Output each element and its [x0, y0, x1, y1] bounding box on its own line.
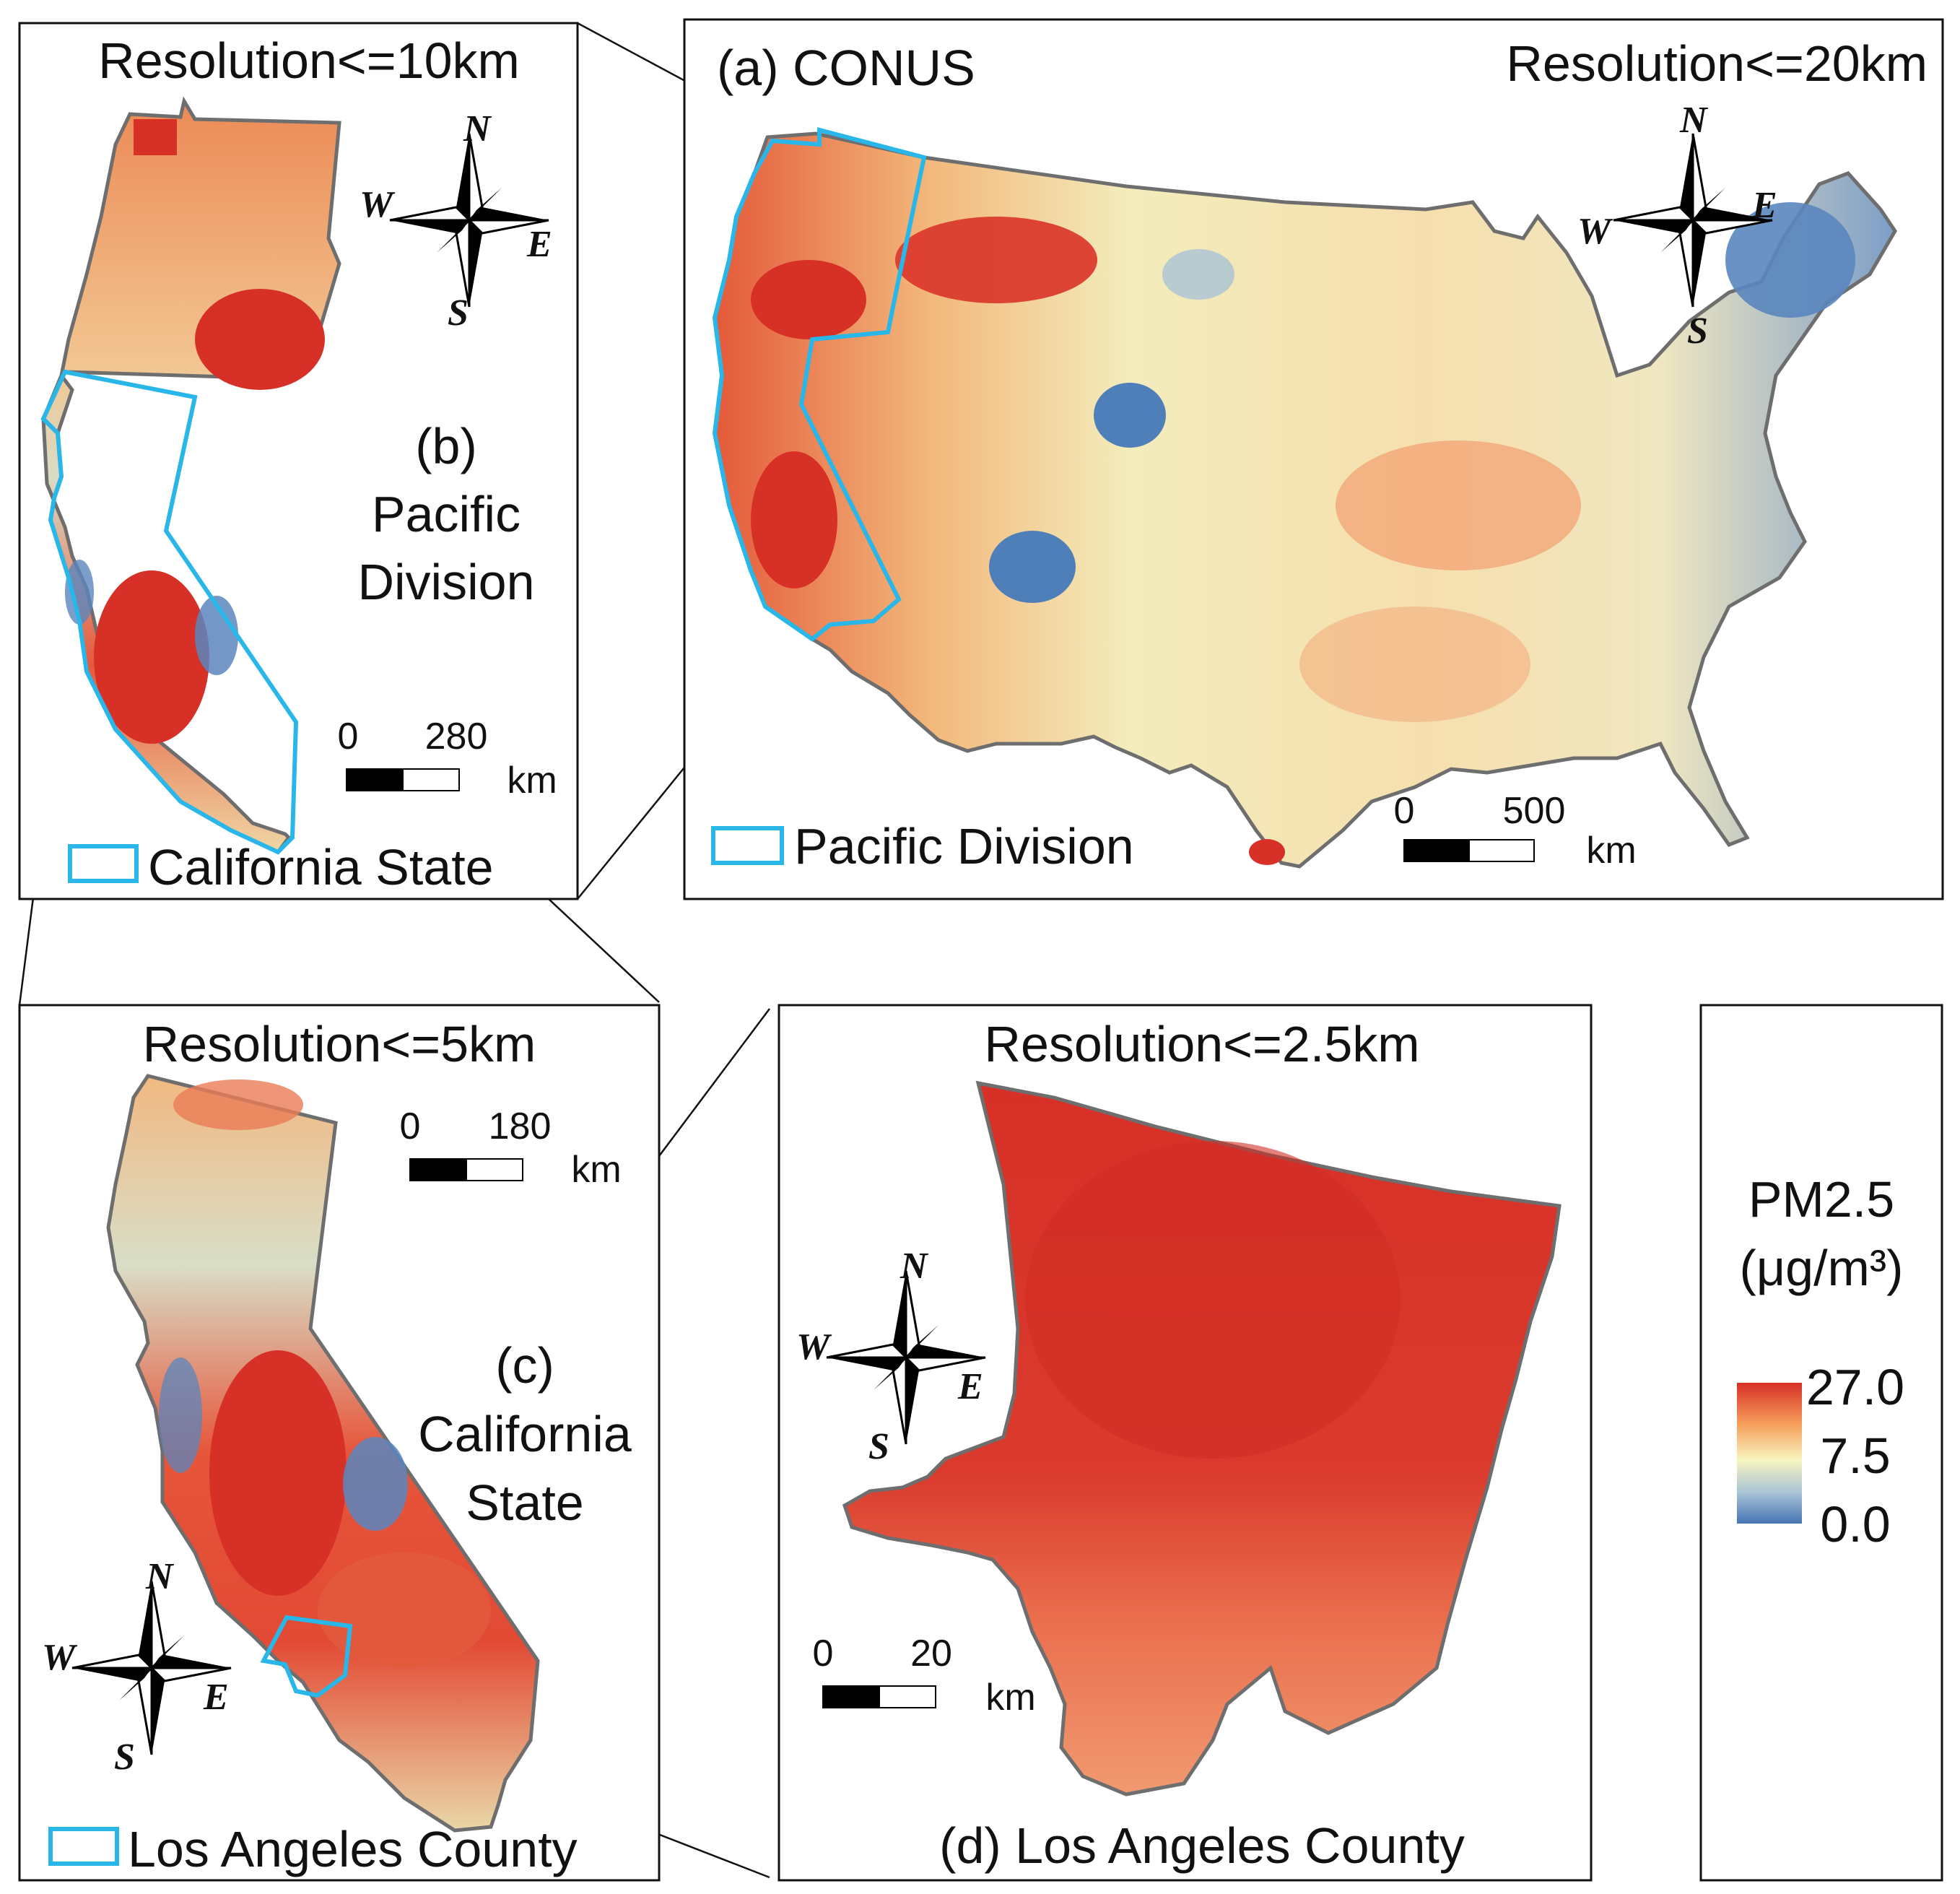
california-resolution: Resolution<=5km	[143, 1016, 536, 1072]
colorbar-gradient	[1737, 1383, 1802, 1524]
pacific-red-oregon	[195, 289, 325, 390]
conus-blue-arizona	[989, 531, 1076, 603]
compass-w-label: W	[42, 1637, 78, 1678]
conus-scale-start: 0	[1394, 790, 1415, 832]
california-title-line2: California	[418, 1406, 632, 1462]
pacific-scale-start: 0	[338, 716, 359, 757]
pacific-blue-coast	[65, 560, 94, 625]
compass-w-label: W	[1577, 211, 1613, 252]
compass-e-label: E	[1751, 185, 1777, 226]
conus-scale-end: 500	[1503, 790, 1566, 832]
conus-blue-colorado	[1094, 383, 1166, 448]
conus-red-california	[751, 451, 837, 588]
la-scale-bar: 0 20 km	[813, 1633, 1036, 1719]
pacific-scale-end: 280	[425, 716, 488, 757]
pacific-red-puget	[134, 119, 177, 155]
compass-s-label: S	[868, 1426, 889, 1467]
california-legend-swatch	[48, 1827, 119, 1866]
north-arrow-pacific: N S E W	[360, 108, 552, 334]
california-blue-coast	[159, 1357, 202, 1473]
la-resolution: Resolution<=2.5km	[984, 1016, 1419, 1072]
california-scale-start: 0	[400, 1105, 421, 1147]
compass-n-label: N	[900, 1246, 929, 1287]
california-red-north	[173, 1080, 303, 1130]
california-scale-unit: km	[571, 1149, 621, 1191]
compass-e-label: E	[957, 1366, 983, 1407]
conus-title: (a) CONUS	[717, 40, 975, 96]
california-red-south	[318, 1552, 491, 1668]
pacific-resolution: Resolution<=10km	[98, 32, 520, 89]
pacific-scale-bar: 0 280 km	[338, 716, 557, 802]
pacific-blue-sierra	[195, 596, 238, 675]
compass-s-label: S	[448, 292, 469, 334]
compass-n-label: N	[145, 1556, 175, 1597]
colorbar-title-line2: (μg/m³)	[1740, 1240, 1904, 1296]
pacific-title-line2: Pacific	[372, 486, 521, 542]
compass-s-label: S	[114, 1737, 135, 1778]
compass-n-label: N	[463, 108, 492, 149]
conus-map	[713, 131, 1897, 869]
pacific-scale-unit: km	[507, 760, 557, 802]
conus-scale-bar: 0 500 km	[1394, 790, 1637, 872]
la-scale-end: 20	[910, 1633, 952, 1674]
conus-resolution: Resolution<=20km	[1506, 35, 1928, 92]
panel-california: Resolution<=5km (c) California State Los…	[18, 1004, 661, 1882]
compass-e-label: E	[203, 1677, 229, 1718]
north-arrow-la: N S E W	[796, 1246, 986, 1467]
california-red-valley	[209, 1350, 347, 1596]
conus-blue-wyoming	[1162, 249, 1234, 300]
la-scale-start: 0	[813, 1633, 834, 1674]
conus-orange-midwest	[1336, 440, 1581, 570]
colorbar-max-label: 27.0	[1806, 1359, 1904, 1415]
compass-n-label: N	[1679, 100, 1709, 141]
conus-red-idaho	[895, 217, 1097, 303]
colorbar-panel: PM2.5 (μg/m³) 27.0 7.5 0.0	[1699, 1004, 1943, 1882]
conus-orange-south	[1299, 607, 1530, 722]
california-title-line3: State	[466, 1474, 583, 1531]
pacific-title-line3: Division	[357, 554, 534, 610]
la-dark-red-core	[1025, 1141, 1401, 1459]
conus-scale-unit: km	[1586, 830, 1636, 872]
california-scale-end: 180	[489, 1105, 552, 1147]
conus-blue-northeast	[1725, 202, 1855, 318]
california-blue-sierra	[343, 1437, 408, 1531]
california-la-outline	[260, 1615, 353, 1698]
la-scale-unit: km	[985, 1677, 1035, 1719]
compass-e-label: E	[526, 224, 552, 265]
panel-la: Resolution<=2.5km (d) Los Angeles County…	[778, 1004, 1593, 1882]
colorbar-min-label: 0.0	[1820, 1496, 1890, 1552]
california-scale-bar: 0 180 km	[400, 1105, 622, 1191]
panel-conus: (a) CONUS Resolution<=20km Pacific Divis…	[683, 18, 1944, 900]
panel-pacific: Resolution<=10km (b) Pacific Division Ca…	[18, 22, 579, 900]
conus-legend-label: Pacific Division	[794, 818, 1134, 874]
conus-red-oregon	[751, 260, 866, 339]
compass-w-label: W	[796, 1326, 832, 1368]
compass-s-label: S	[1687, 310, 1708, 352]
conus-pacific-division-outline	[712, 127, 927, 642]
california-title-line1: (c)	[495, 1337, 554, 1394]
pacific-california-outline	[40, 369, 299, 855]
north-arrow-california: N S E W	[42, 1556, 232, 1778]
colorbar-title-line1: PM2.5	[1748, 1171, 1894, 1228]
compass-w-label: W	[360, 184, 396, 225]
north-arrow-conus: N S E W	[1577, 100, 1777, 352]
pacific-legend-label: California State	[148, 839, 494, 895]
pacific-red-central-valley	[94, 570, 209, 744]
conus-red-texas-tip	[1249, 839, 1285, 865]
la-title: (d) Los Angeles County	[939, 1817, 1465, 1874]
conus-legend-swatch	[711, 826, 784, 865]
pacific-legend-swatch	[68, 844, 139, 883]
california-legend-label: Los Angeles County	[128, 1821, 578, 1877]
colorbar-mid-label: 7.5	[1820, 1428, 1890, 1484]
pacific-title-line1: (b)	[415, 418, 477, 474]
